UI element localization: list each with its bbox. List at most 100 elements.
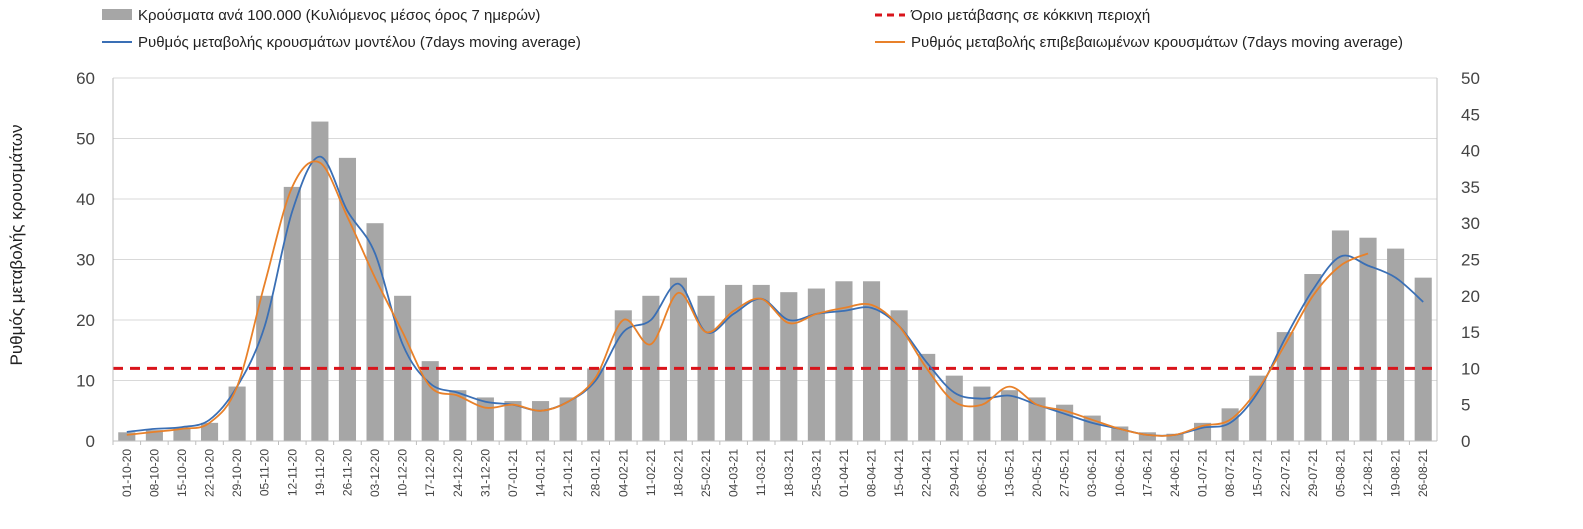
y-left-tick-label: 30 <box>76 251 95 270</box>
x-tick-label: 03-12-20 <box>368 449 382 497</box>
bar <box>973 386 991 441</box>
bar <box>1359 237 1377 441</box>
bar <box>945 375 963 441</box>
x-tick-label: 28-01-21 <box>589 449 603 497</box>
x-tick-label: 22-04-21 <box>920 449 934 497</box>
bar <box>366 223 384 441</box>
y-left-tick-label: 20 <box>76 311 95 330</box>
y-right-tick-label: 20 <box>1461 287 1480 306</box>
legend-item-confirmed: Ρυθμός μεταβολής επιβεβαιωμένων κρουσμάτ… <box>875 34 1403 51</box>
bar <box>531 401 550 441</box>
x-tick-label: 29-07-21 <box>1306 449 1320 497</box>
x-tick-label: 17-12-20 <box>423 449 437 497</box>
y-axis-label: Ρυθμός μεταβολής κρουσμάτων <box>7 125 26 366</box>
x-tick-label: 19-11-20 <box>313 449 327 496</box>
x-tick-label: 19-08-21 <box>1389 449 1403 497</box>
y-right-tick-label: 30 <box>1461 214 1480 233</box>
bar <box>559 397 577 441</box>
y-right-tick-label: 50 <box>1461 69 1480 88</box>
legend-swatch-bar <box>102 9 132 20</box>
bar <box>780 292 798 441</box>
bar <box>862 281 881 441</box>
x-tick-label: 13-05-21 <box>1002 449 1016 497</box>
x-tick-label: 25-03-21 <box>809 449 823 497</box>
x-tick-label: 04-03-21 <box>727 449 741 497</box>
legend-item-model: Ρυθμός μεταβολής κρουσμάτων μοντέλου (7d… <box>102 34 581 51</box>
x-tick-label: 26-11-20 <box>340 449 354 496</box>
x-tick-label: 24-12-20 <box>451 449 465 497</box>
y-right-tick-label: 40 <box>1461 142 1480 161</box>
bar <box>890 310 908 441</box>
x-tick-label: 11-03-21 <box>754 449 768 496</box>
legend-item-threshold: Όριο μετάβασης σε κόκκινη περιοχή <box>875 7 1150 24</box>
bar <box>338 157 357 442</box>
bar <box>118 432 136 441</box>
x-tick-label: 10-06-21 <box>1113 449 1127 497</box>
legend-label: Κρούσματα ανά 100.000 (Κυλιόμενος μέσος … <box>138 7 540 24</box>
x-tick-label: 25-02-21 <box>699 449 713 497</box>
bar <box>1138 432 1156 441</box>
y-left-tick-label: 40 <box>76 190 95 209</box>
y-right-tick-label: 25 <box>1461 251 1480 270</box>
y-right-tick-label: 0 <box>1461 432 1470 451</box>
bar <box>807 288 825 441</box>
bar <box>752 284 770 441</box>
bar <box>228 386 246 441</box>
x-tick-label: 15-10-20 <box>175 449 189 497</box>
x-tick-label: 17-06-21 <box>1140 449 1154 497</box>
x-tick-label: 08-04-21 <box>865 449 879 497</box>
axes: 0 10 20 30 40 50 60 0 5 10 15 20 25 30 35 40 45 50 01-10-2… <box>76 69 1480 497</box>
y-right-tick-label: 45 <box>1461 105 1480 124</box>
bar <box>1304 274 1322 441</box>
legend-label: Ρυθμός μεταβολής κρουσμάτων μοντέλου (7d… <box>138 34 581 51</box>
bar <box>200 422 219 441</box>
x-tick-label: 18-03-21 <box>782 449 796 497</box>
bar <box>835 281 853 441</box>
x-tick-label: 15-04-21 <box>892 449 906 497</box>
bar <box>1276 332 1294 441</box>
x-tick-label: 31-12-20 <box>478 449 492 497</box>
bar <box>283 186 301 441</box>
bar-series <box>118 121 1432 442</box>
bar <box>173 427 191 441</box>
x-tick-label: 12-08-21 <box>1361 449 1375 497</box>
series-line <box>126 160 1369 437</box>
legend-item-bars: Κρούσματα ανά 100.000 (Κυλιόμενος μέσος … <box>102 7 540 24</box>
y-left-tick-label: 10 <box>76 372 95 391</box>
bar <box>311 121 329 441</box>
bar <box>504 401 522 441</box>
x-tick-label: 05-08-21 <box>1333 449 1347 497</box>
x-tick-label: 04-02-21 <box>616 449 630 497</box>
bar <box>642 295 660 441</box>
legend: Κρούσματα ανά 100.000 (Κυλιόμενος μέσος … <box>102 7 1403 51</box>
x-tick-label: 05-11-20 <box>258 449 272 496</box>
x-tick-label: 03-06-21 <box>1085 449 1099 497</box>
bar <box>1387 248 1405 441</box>
bar <box>725 284 743 441</box>
x-tick-label: 08-10-20 <box>147 449 161 497</box>
x-tick-label: 01-07-21 <box>1196 449 1210 497</box>
bar <box>1331 230 1350 441</box>
x-tick-label: 15-07-21 <box>1251 449 1265 497</box>
x-tick-label: 29-04-21 <box>947 449 961 497</box>
legend-label: Ρυθμός μεταβολής επιβεβαιωμένων κρουσμάτ… <box>911 34 1403 51</box>
x-tick-label: 27-05-21 <box>1058 449 1072 497</box>
bar <box>669 277 688 441</box>
y-right-tick-label: 5 <box>1461 396 1470 415</box>
bar <box>449 390 467 441</box>
bar <box>256 295 274 441</box>
x-tick-label: 10-12-20 <box>396 449 410 497</box>
x-tick-label: 18-02-21 <box>671 449 685 497</box>
bar <box>614 310 632 441</box>
x-tick-label: 29-10-20 <box>230 449 244 497</box>
x-tick-label: 06-05-21 <box>975 449 989 497</box>
y-right-tick-label: 15 <box>1461 323 1480 342</box>
bar <box>1056 404 1074 441</box>
x-tick-label: 22-07-21 <box>1278 449 1292 497</box>
bar <box>1249 375 1267 441</box>
x-tick-label: 11-02-21 <box>644 449 658 496</box>
x-tick-label: 20-05-21 <box>1030 449 1044 497</box>
y-left-tick-label: 0 <box>86 432 95 451</box>
bar <box>1000 390 1019 441</box>
x-tick-label: 07-01-21 <box>506 449 520 497</box>
